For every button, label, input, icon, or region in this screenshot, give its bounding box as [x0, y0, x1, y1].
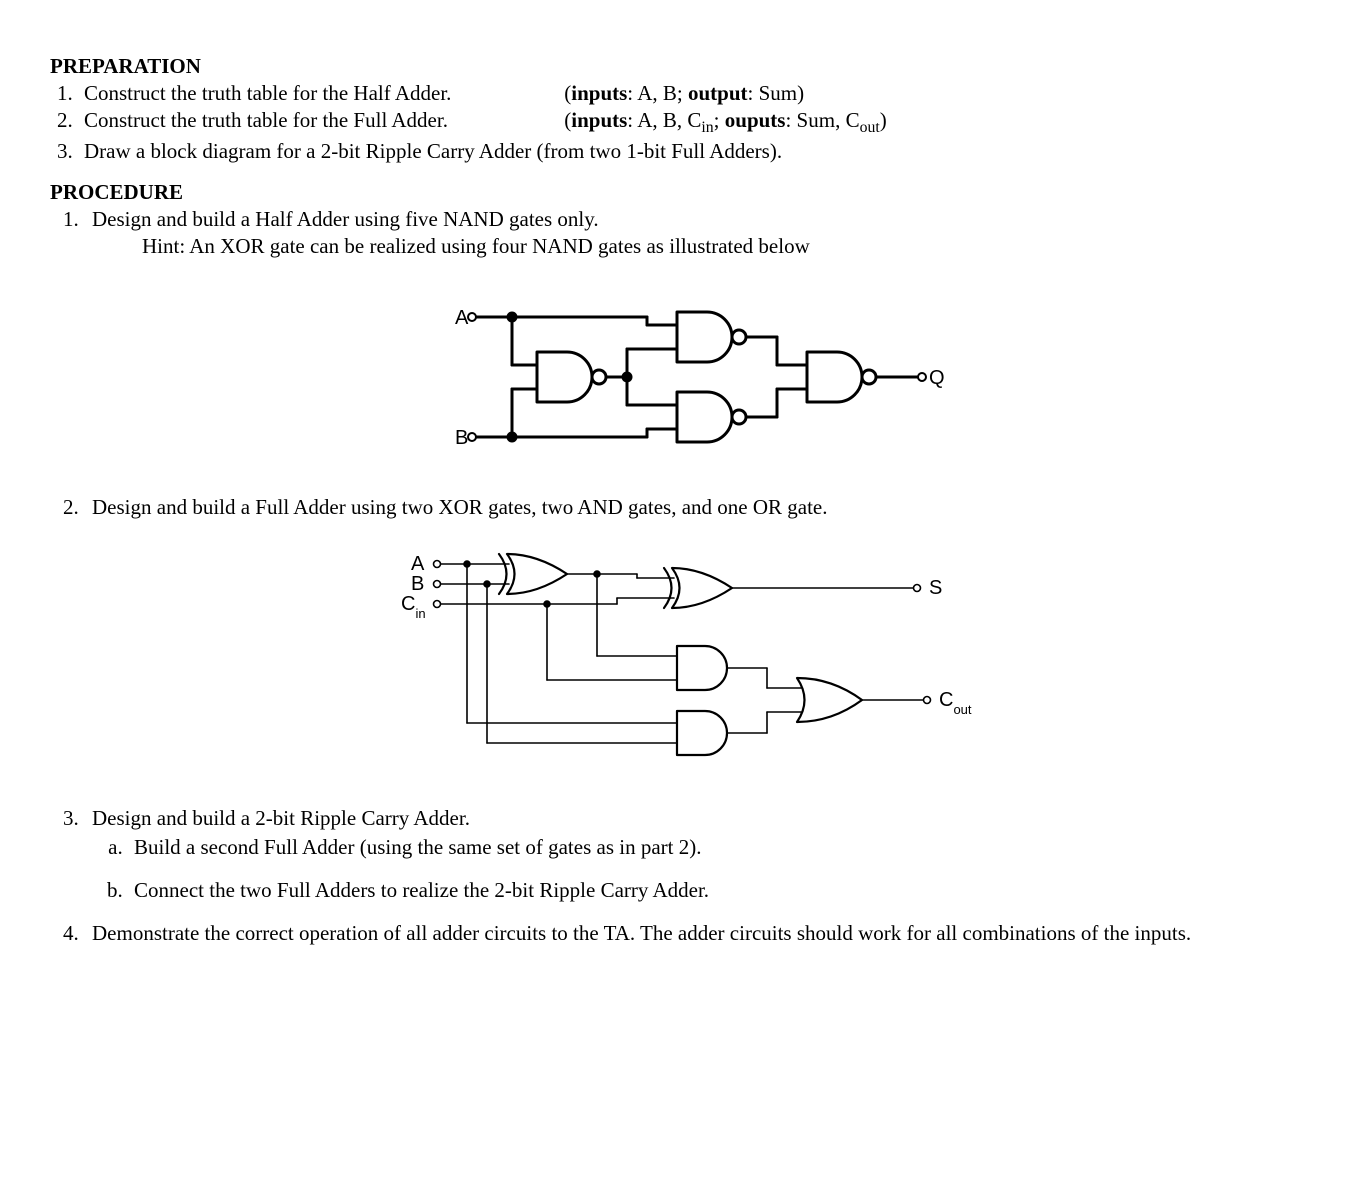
prep-item-3-text: Draw a block diagram for a 2-bit Ripple …: [84, 139, 782, 163]
prep-item-2-text: Construct the truth table for the Full A…: [84, 108, 559, 133]
diagram2-label-b: B: [411, 573, 424, 595]
proc-item-3-text: Design and build a 2-bit Ripple Carry Ad…: [92, 806, 470, 830]
prep-item-3: Draw a block diagram for a 2-bit Ripple …: [78, 139, 1302, 164]
proc-item-3-sublist: Build a second Full Adder (using the sam…: [92, 835, 1302, 903]
proc-item-3a: Build a second Full Adder (using the sam…: [128, 835, 1302, 860]
proc-item-1: Design and build a Half Adder using five…: [84, 207, 1302, 477]
diagram1-label-b: B: [455, 427, 468, 449]
xor-nand-diagram: A B Q: [417, 277, 977, 477]
preparation-list: Construct the truth table for the Half A…: [50, 81, 1302, 164]
diagram1-label-a: A: [455, 307, 469, 329]
diagram2-label-cout: Cout: [939, 689, 972, 717]
diagram1-label-q: Q: [929, 367, 945, 389]
full-adder-diagram: A B Cin S Cout: [387, 538, 1007, 788]
diagram2-label-a: A: [411, 553, 425, 575]
prep-item-1-aside: (inputs: A, B; output: Sum): [564, 81, 804, 105]
proc-item-2-text: Design and build a Full Adder using two …: [92, 495, 828, 519]
proc-item-2: Design and build a Full Adder using two …: [84, 495, 1302, 788]
proc-item-4: Demonstrate the correct operation of all…: [84, 921, 1302, 946]
proc-item-3b: Connect the two Full Adders to realize t…: [128, 878, 1302, 903]
diagram2-label-cin: Cin: [401, 593, 426, 621]
preparation-heading: PREPARATION: [50, 54, 1302, 79]
prep-item-2: Construct the truth table for the Full A…: [78, 108, 1302, 137]
procedure-heading: PROCEDURE: [50, 180, 1302, 205]
proc-item-4-text: Demonstrate the correct operation of all…: [92, 921, 1191, 945]
proc-item-1-text: Design and build a Half Adder using five…: [92, 207, 599, 231]
prep-item-1: Construct the truth table for the Half A…: [78, 81, 1302, 106]
diagram2-label-s: S: [929, 577, 942, 599]
prep-item-2-aside: (inputs: A, B, Cin; ouputs: Sum, Cout): [564, 108, 886, 132]
procedure-list: Design and build a Half Adder using five…: [50, 207, 1302, 946]
proc-item-1-hint: Hint: An XOR gate can be realized using …: [142, 234, 1302, 259]
proc-item-3: Design and build a 2-bit Ripple Carry Ad…: [84, 806, 1302, 903]
prep-item-1-text: Construct the truth table for the Half A…: [84, 81, 559, 106]
